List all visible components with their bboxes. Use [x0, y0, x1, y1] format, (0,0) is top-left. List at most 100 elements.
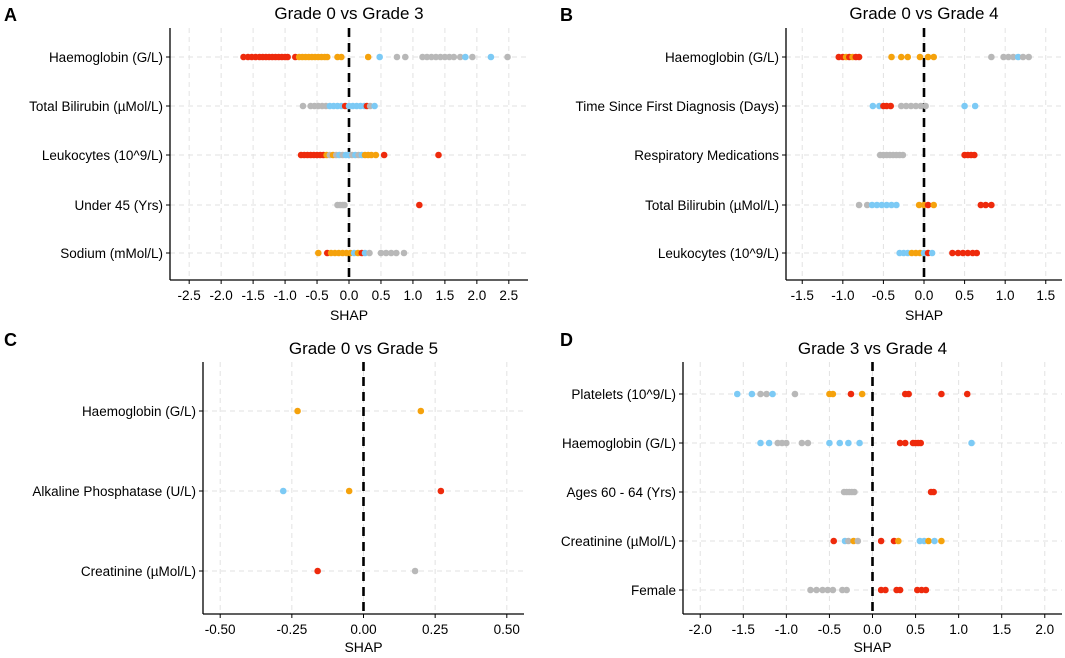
shap-point — [878, 201, 886, 209]
shap-point — [899, 151, 907, 159]
x-tick-label: -1.0 — [831, 288, 854, 303]
shap-point — [912, 102, 920, 110]
shap-point — [763, 390, 770, 398]
shap-point — [973, 249, 981, 257]
panel-c: Haemoglobin (G/L) Alkaline Phosphatase (U… — [4, 330, 524, 655]
feature-label: Total Bilirubin (µMol/L) — [645, 198, 779, 213]
shap-point — [851, 488, 858, 496]
shap-point — [364, 53, 372, 61]
x-tick-label: 1.0 — [404, 288, 423, 303]
shap-point — [765, 439, 773, 447]
x-tick-label: 0.00 — [350, 622, 376, 637]
shap-point — [988, 201, 995, 209]
shap-point — [366, 249, 373, 257]
feature-label: Female — [631, 583, 676, 598]
x-tick-label: 0.0 — [863, 622, 882, 637]
shap-point — [376, 53, 383, 61]
x-tick-label: -0.25 — [276, 622, 307, 637]
shap-point — [804, 439, 812, 447]
x-tick-label: 1.5 — [1036, 288, 1055, 303]
shap-point — [988, 53, 995, 61]
shap-point — [863, 201, 871, 209]
shap-point — [435, 151, 442, 159]
shap-point — [315, 249, 322, 257]
x-tick-label: 1.0 — [996, 288, 1015, 303]
feature-label: Alkaline Phosphatase (U/L) — [32, 484, 196, 499]
shap-point — [294, 407, 301, 415]
x-tick-label: 1.5 — [436, 288, 455, 303]
shap-point — [791, 390, 799, 398]
shap-point — [897, 102, 905, 110]
shap-point — [901, 439, 909, 447]
x-tick-label: -2.0 — [689, 622, 712, 637]
shap-point — [949, 249, 956, 257]
x-tick-label: 0.0 — [915, 288, 934, 303]
shap-point — [856, 439, 863, 447]
shap-point — [733, 390, 741, 398]
shap-point — [896, 439, 904, 447]
shap-point — [400, 249, 408, 257]
x-tick-label: -0.50 — [205, 622, 236, 637]
shap-point — [873, 201, 881, 209]
shap-point — [382, 249, 390, 257]
shap-point — [437, 487, 445, 495]
shap-point — [845, 537, 852, 545]
x-tick-label: 2.5 — [499, 288, 518, 303]
shap-point — [922, 102, 929, 110]
shap-point — [902, 102, 910, 110]
shap-point — [1005, 53, 1012, 61]
shap-point — [959, 249, 967, 257]
x-axis-title: SHAP — [344, 639, 382, 655]
x-tick-label: -0.5 — [818, 622, 841, 637]
shap-point — [504, 53, 511, 61]
feature-label: Haemoglobin (G/L) — [82, 404, 196, 419]
feature-label: Haemoglobin (G/L) — [49, 50, 163, 65]
shap-point — [854, 537, 862, 545]
panel-letter: B — [560, 5, 573, 25]
shap-point — [858, 390, 866, 398]
shap-point — [748, 390, 756, 398]
shap-point — [798, 439, 806, 447]
x-tick-label: 1.0 — [949, 622, 968, 637]
shap-point — [877, 537, 885, 545]
shap-point — [783, 439, 790, 447]
shap-point — [411, 567, 419, 575]
shap-point — [855, 201, 863, 209]
shap-point — [341, 201, 348, 209]
shap-point — [930, 488, 937, 496]
shap-point — [416, 201, 423, 209]
feature-label: Sodium (mMol/L) — [60, 246, 163, 261]
x-tick-label: -0.5 — [872, 288, 895, 303]
shap-point — [769, 390, 776, 398]
shap-point — [905, 390, 912, 398]
shap-point — [279, 487, 287, 495]
feature-label: Under 45 (Yrs) — [74, 198, 163, 213]
panel-a: Haemoglobin (G/L) Total Bilirubin (µMol/L… — [4, 4, 528, 323]
feature-label: Ages 60 - 64 (Yrs) — [566, 485, 676, 500]
shap-point — [954, 249, 962, 257]
shap-point — [1009, 53, 1017, 61]
x-tick-label: -1.0 — [775, 622, 798, 637]
x-axis-title: SHAP — [905, 307, 943, 323]
shap-point — [345, 487, 353, 495]
x-tick-label: -2.0 — [210, 288, 233, 303]
feature-label: Platelets (10^9/L) — [571, 387, 676, 402]
shap-point — [922, 586, 930, 594]
shap-point — [813, 586, 820, 594]
shap-point — [393, 53, 401, 61]
chart-title: Grade 0 vs Grade 4 — [849, 4, 998, 23]
shap-point — [917, 439, 925, 447]
feature-label: Creatinine (µMol/L) — [81, 564, 196, 579]
shap-point — [915, 201, 923, 209]
x-tick-label: -1.5 — [732, 622, 755, 637]
shap-point — [938, 390, 945, 398]
shap-point — [961, 102, 968, 110]
shap-point — [417, 407, 425, 415]
chart-title: Grade 0 vs Grade 3 — [274, 4, 423, 23]
shap-point — [836, 439, 844, 447]
x-tick-label: 1.5 — [992, 622, 1011, 637]
shap-point — [380, 151, 388, 159]
shap-point — [1000, 53, 1007, 61]
shap-point — [847, 390, 855, 398]
shap-point — [963, 390, 971, 398]
